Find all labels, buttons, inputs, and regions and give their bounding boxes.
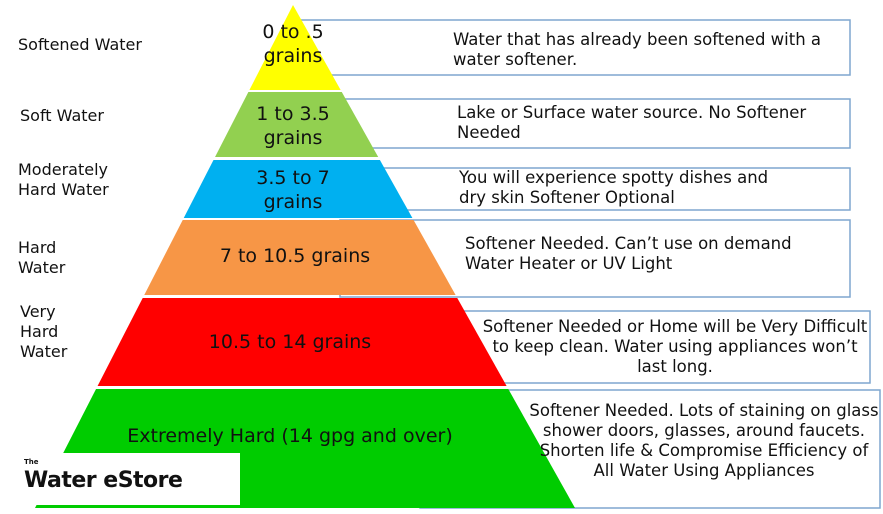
level-range-3: 7 to 10.5 grains (219, 245, 371, 267)
level-description-5: Softener Needed. Lots of staining on gla… (529, 401, 879, 480)
water-estore-logo: The Water eStore (8, 453, 240, 505)
level-range-5: Extremely Hard (14 gpg and over) (127, 425, 453, 447)
pyramid-level-3 (144, 220, 456, 295)
description-box-2 (319, 167, 851, 211)
level-description-4: Softener Needed or Home will be Very Dif… (482, 317, 868, 376)
pyramid-level-4 (97, 298, 507, 386)
level-name-4: Very Hard Water (20, 302, 68, 361)
level-range-0: 0 to .5 grains (262, 21, 324, 67)
level-range-2: 3.5 to 7 grains (256, 167, 330, 213)
level-description-2: You will experience spotty dishes and dr… (459, 168, 769, 207)
pyramid-level-0 (249, 5, 341, 90)
logo-name: Water eStore (24, 468, 183, 493)
level-name-2: Moderately Hard Water (18, 160, 109, 199)
pyramid-level-1 (215, 92, 379, 157)
level-description-3: Softener Needed. Can’t use on demand Wat… (465, 234, 792, 273)
description-box-1 (299, 98, 851, 149)
pyramid-level-2 (183, 160, 413, 218)
level-description-0: Water that has already been softened wit… (453, 30, 822, 69)
level-name-1: Soft Water (20, 106, 104, 125)
level-range-1: 1 to 3.5 grains (256, 103, 330, 149)
logo-the: The (24, 458, 39, 466)
level-description-1: Lake or Surface water source. No Softene… (457, 103, 807, 142)
level-name-3: Hard Water (18, 238, 66, 277)
level-range-4: 10.5 to 14 grains (208, 331, 372, 353)
description-box-0 (299, 19, 851, 76)
level-name-0: Softened Water (18, 35, 142, 54)
